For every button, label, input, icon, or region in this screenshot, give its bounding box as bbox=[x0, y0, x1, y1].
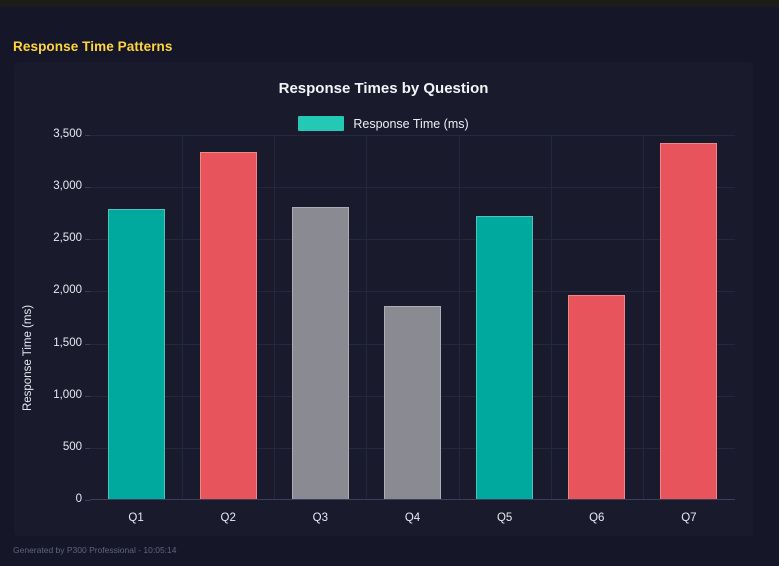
x-axis-tick-label-q7: Q7 bbox=[681, 512, 697, 524]
x-axis-tick-label-q3: Q3 bbox=[312, 512, 329, 524]
y-axis-tickmark bbox=[85, 447, 90, 449]
bar-q4[interactable] bbox=[383, 306, 442, 500]
y-axis-tickmark bbox=[85, 291, 90, 293]
y-axis-tick-label: 3,500 bbox=[53, 128, 82, 140]
bar-series-response-time: Q1 Q2 Q3 Q4 Q5 Q6 Q7 bbox=[90, 135, 735, 524]
legend-swatch-response-time bbox=[298, 116, 345, 131]
x-axis-tick-label-q1: Q1 bbox=[128, 512, 144, 524]
y-axis-tick-label: 500 bbox=[62, 440, 82, 453]
footer-note: Generated by P300 Professional - 10:05:1… bbox=[13, 545, 177, 555]
chart-panel: Response Times by Question Response Time… bbox=[14, 62, 753, 536]
vertical-gridline bbox=[643, 135, 644, 500]
bar-slot: Q7 bbox=[643, 135, 735, 524]
bar-slot: Q4 bbox=[366, 135, 458, 524]
page-title: Response Time Patterns bbox=[13, 39, 173, 54]
gridline bbox=[90, 239, 735, 241]
window-top-strip bbox=[0, 0, 779, 7]
x-axis-tick-label-q6: Q6 bbox=[589, 512, 605, 524]
gridline bbox=[90, 187, 735, 189]
report-header: Response Time Patterns bbox=[0, 7, 779, 59]
y-axis-tickmark bbox=[85, 187, 90, 189]
bar-slot: Q5 bbox=[459, 135, 551, 524]
gridline bbox=[90, 291, 735, 293]
bar-slot: Q6 bbox=[551, 135, 643, 524]
chart-title: Response Times by Question bbox=[278, 80, 489, 97]
vertical-gridline bbox=[366, 135, 367, 500]
bar-q1[interactable] bbox=[107, 209, 165, 500]
bar-q7[interactable] bbox=[660, 143, 718, 500]
vertical-gridline bbox=[551, 135, 552, 500]
vertical-gridline bbox=[459, 135, 460, 500]
x-axis-tick-label-q2: Q2 bbox=[220, 512, 236, 524]
legend-label-response-time: Response Time (ms) bbox=[353, 116, 469, 131]
x-axis-tick-label-q5: Q5 bbox=[496, 512, 513, 524]
y-axis-tickmark bbox=[85, 239, 90, 241]
y-axis-tickmark bbox=[85, 343, 90, 345]
y-axis-tick-label: 3,000 bbox=[53, 180, 82, 193]
bar-slot: Q1 bbox=[90, 135, 182, 524]
y-axis-title: Response Time (ms) bbox=[22, 304, 34, 412]
bar-q3[interactable] bbox=[291, 206, 349, 500]
y-axis-tick-label: 1,500 bbox=[53, 336, 82, 349]
plot-area: 0 500 1,000 1,500 2,000 2,500 3,000 3,500 Q1 Q2 Q… bbox=[53, 128, 735, 524]
x-axis-baseline bbox=[90, 499, 735, 500]
vertical-gridline bbox=[182, 135, 183, 500]
y-axis-tick-label: 2,000 bbox=[53, 284, 82, 297]
y-axis-tickmark bbox=[85, 135, 90, 136]
bar-q5[interactable] bbox=[476, 215, 534, 500]
chart-legend: Response Time (ms) bbox=[14, 116, 753, 131]
y-axis-tickmark bbox=[85, 500, 90, 501]
bar-q6[interactable] bbox=[568, 295, 626, 500]
bar-q2[interactable] bbox=[199, 152, 257, 500]
bar-slot: Q3 bbox=[274, 135, 366, 524]
vertical-gridline bbox=[274, 135, 275, 500]
bar-slot: Q2 bbox=[182, 135, 274, 524]
plot-wrapper: Response Time (ms) 0 500 1,000 1,500 2,000 2,… bbox=[14, 62, 753, 536]
y-axis-tick-label: 0 bbox=[75, 493, 82, 505]
y-axis-tickmark bbox=[85, 395, 90, 397]
y-axis-tick-label: 1,000 bbox=[53, 388, 82, 401]
gridline bbox=[90, 135, 735, 136]
x-axis-tick-label-q4: Q4 bbox=[404, 512, 421, 524]
y-axis-tick-label: 2,500 bbox=[53, 232, 82, 245]
